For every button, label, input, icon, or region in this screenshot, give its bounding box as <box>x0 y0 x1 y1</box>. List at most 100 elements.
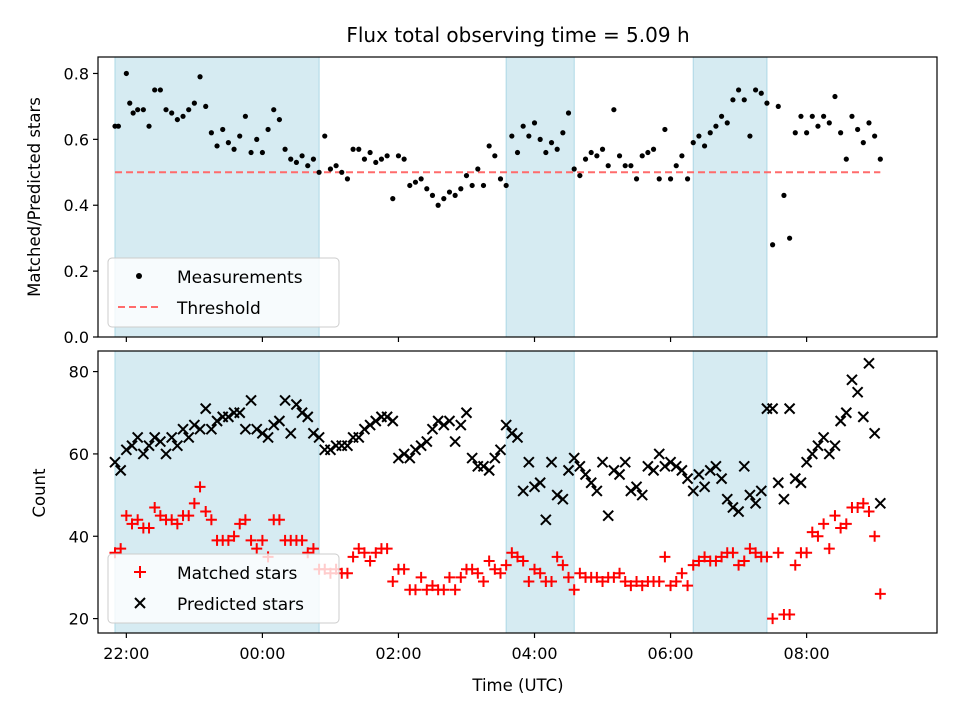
x-tick-label: 06:00 <box>648 644 694 663</box>
y-tick-label: 20 <box>69 610 89 629</box>
measurement-point <box>747 133 753 139</box>
predicted-star-point <box>120 444 133 456</box>
matched-star-point <box>823 543 835 555</box>
measurement-point <box>656 176 662 182</box>
measurement-point <box>752 87 759 93</box>
matched-star-point <box>245 534 257 546</box>
matched-star-point <box>222 534 234 546</box>
matched-star-point <box>143 522 155 534</box>
predicted-star-point <box>279 394 291 407</box>
matched-star-point <box>443 571 455 583</box>
measurement-point <box>271 107 277 113</box>
predicted-star-point <box>789 472 801 485</box>
predicted-star-point <box>404 452 416 464</box>
matched-star-point <box>699 551 711 563</box>
predicted-star-point <box>823 448 835 460</box>
measurement-point <box>718 113 725 119</box>
top-axes-frame <box>97 56 938 338</box>
measurement-point <box>242 113 248 119</box>
matched-star-point <box>636 580 648 592</box>
predicted-star-point <box>534 477 546 489</box>
matched-star-point <box>789 559 801 571</box>
measurement-point <box>127 100 133 106</box>
matched-star-point <box>517 555 529 567</box>
measurement-point <box>667 176 674 182</box>
bottom-legend: Matched stars Predicted stars <box>107 553 340 624</box>
measurement-point <box>577 172 583 179</box>
measurement-point <box>798 113 804 119</box>
matched-star-point <box>296 534 308 546</box>
measurement-point <box>180 113 186 119</box>
predicted-star-point <box>744 489 756 501</box>
measurement-point <box>611 107 617 113</box>
predicted-star-point <box>483 464 495 477</box>
measurement-point <box>735 87 742 93</box>
measurement-point <box>509 133 515 139</box>
predicted-star-point <box>234 407 246 419</box>
predicted-star-point <box>715 472 728 485</box>
measurement-point <box>866 120 872 126</box>
matched-star-point <box>835 522 847 534</box>
matched-star-point <box>307 543 319 555</box>
predicted-star-point <box>302 411 314 423</box>
top-legend-box <box>107 257 340 328</box>
legend-predicted-marker <box>134 597 146 609</box>
measurement-point <box>123 70 129 77</box>
measurement-point <box>446 189 453 195</box>
predicted-star-point <box>806 448 818 460</box>
measurement-point <box>616 153 623 159</box>
measurement-point <box>690 140 696 146</box>
measurement-point <box>140 107 146 113</box>
predicted-star-point <box>659 460 671 472</box>
measurement-point <box>679 153 685 159</box>
measurement-point <box>344 176 351 182</box>
measurement-point <box>152 87 158 93</box>
measurement-point <box>276 116 283 123</box>
matched-star-point <box>529 563 541 575</box>
predicted-star-point <box>160 448 172 460</box>
measurement-point <box>855 126 861 133</box>
matched-star-point <box>149 501 161 513</box>
measurement-point <box>225 140 231 146</box>
matched-star-point <box>557 559 569 571</box>
matched-star-point <box>563 571 575 583</box>
predicted-star-point <box>251 423 263 435</box>
predicted-star-point <box>664 456 677 468</box>
measurement-point <box>503 182 509 189</box>
bottom-legend-box <box>107 553 340 624</box>
predicted-star-point <box>273 415 286 427</box>
predicted-star-point <box>398 448 410 460</box>
matched-star-point <box>364 555 376 567</box>
measurement-point <box>163 107 169 113</box>
matched-star-point <box>341 567 353 579</box>
measurement-point <box>639 153 645 159</box>
measurement-point <box>299 153 305 159</box>
measurement-point <box>554 146 560 152</box>
measurement-point <box>815 123 821 129</box>
measurement-point <box>724 120 730 126</box>
shaded-interval-3 <box>692 56 768 338</box>
matched-star-point <box>228 530 240 542</box>
predicted-star-point <box>154 435 167 448</box>
predicted-star-point <box>727 501 739 514</box>
matched-star-point <box>546 576 558 588</box>
measurement-point <box>174 116 180 123</box>
predicted-star-point <box>545 456 558 468</box>
measurement-point <box>792 130 798 136</box>
matched-star-point <box>693 555 705 567</box>
predicted-star-point <box>222 411 235 423</box>
measurement-point <box>645 149 651 156</box>
measurement-point <box>390 196 396 202</box>
measurement-point <box>322 133 328 139</box>
measurement-point <box>418 176 424 182</box>
measurement-point <box>463 172 470 179</box>
matched-star-point <box>534 567 546 579</box>
matched-star-point <box>744 543 756 555</box>
matched-star-point <box>120 510 132 522</box>
predicted-star-point <box>863 357 875 370</box>
measurement-point <box>758 90 764 96</box>
predicted-star-point <box>562 464 575 477</box>
measurement-point <box>594 153 600 159</box>
predicted-star-point <box>341 439 354 452</box>
